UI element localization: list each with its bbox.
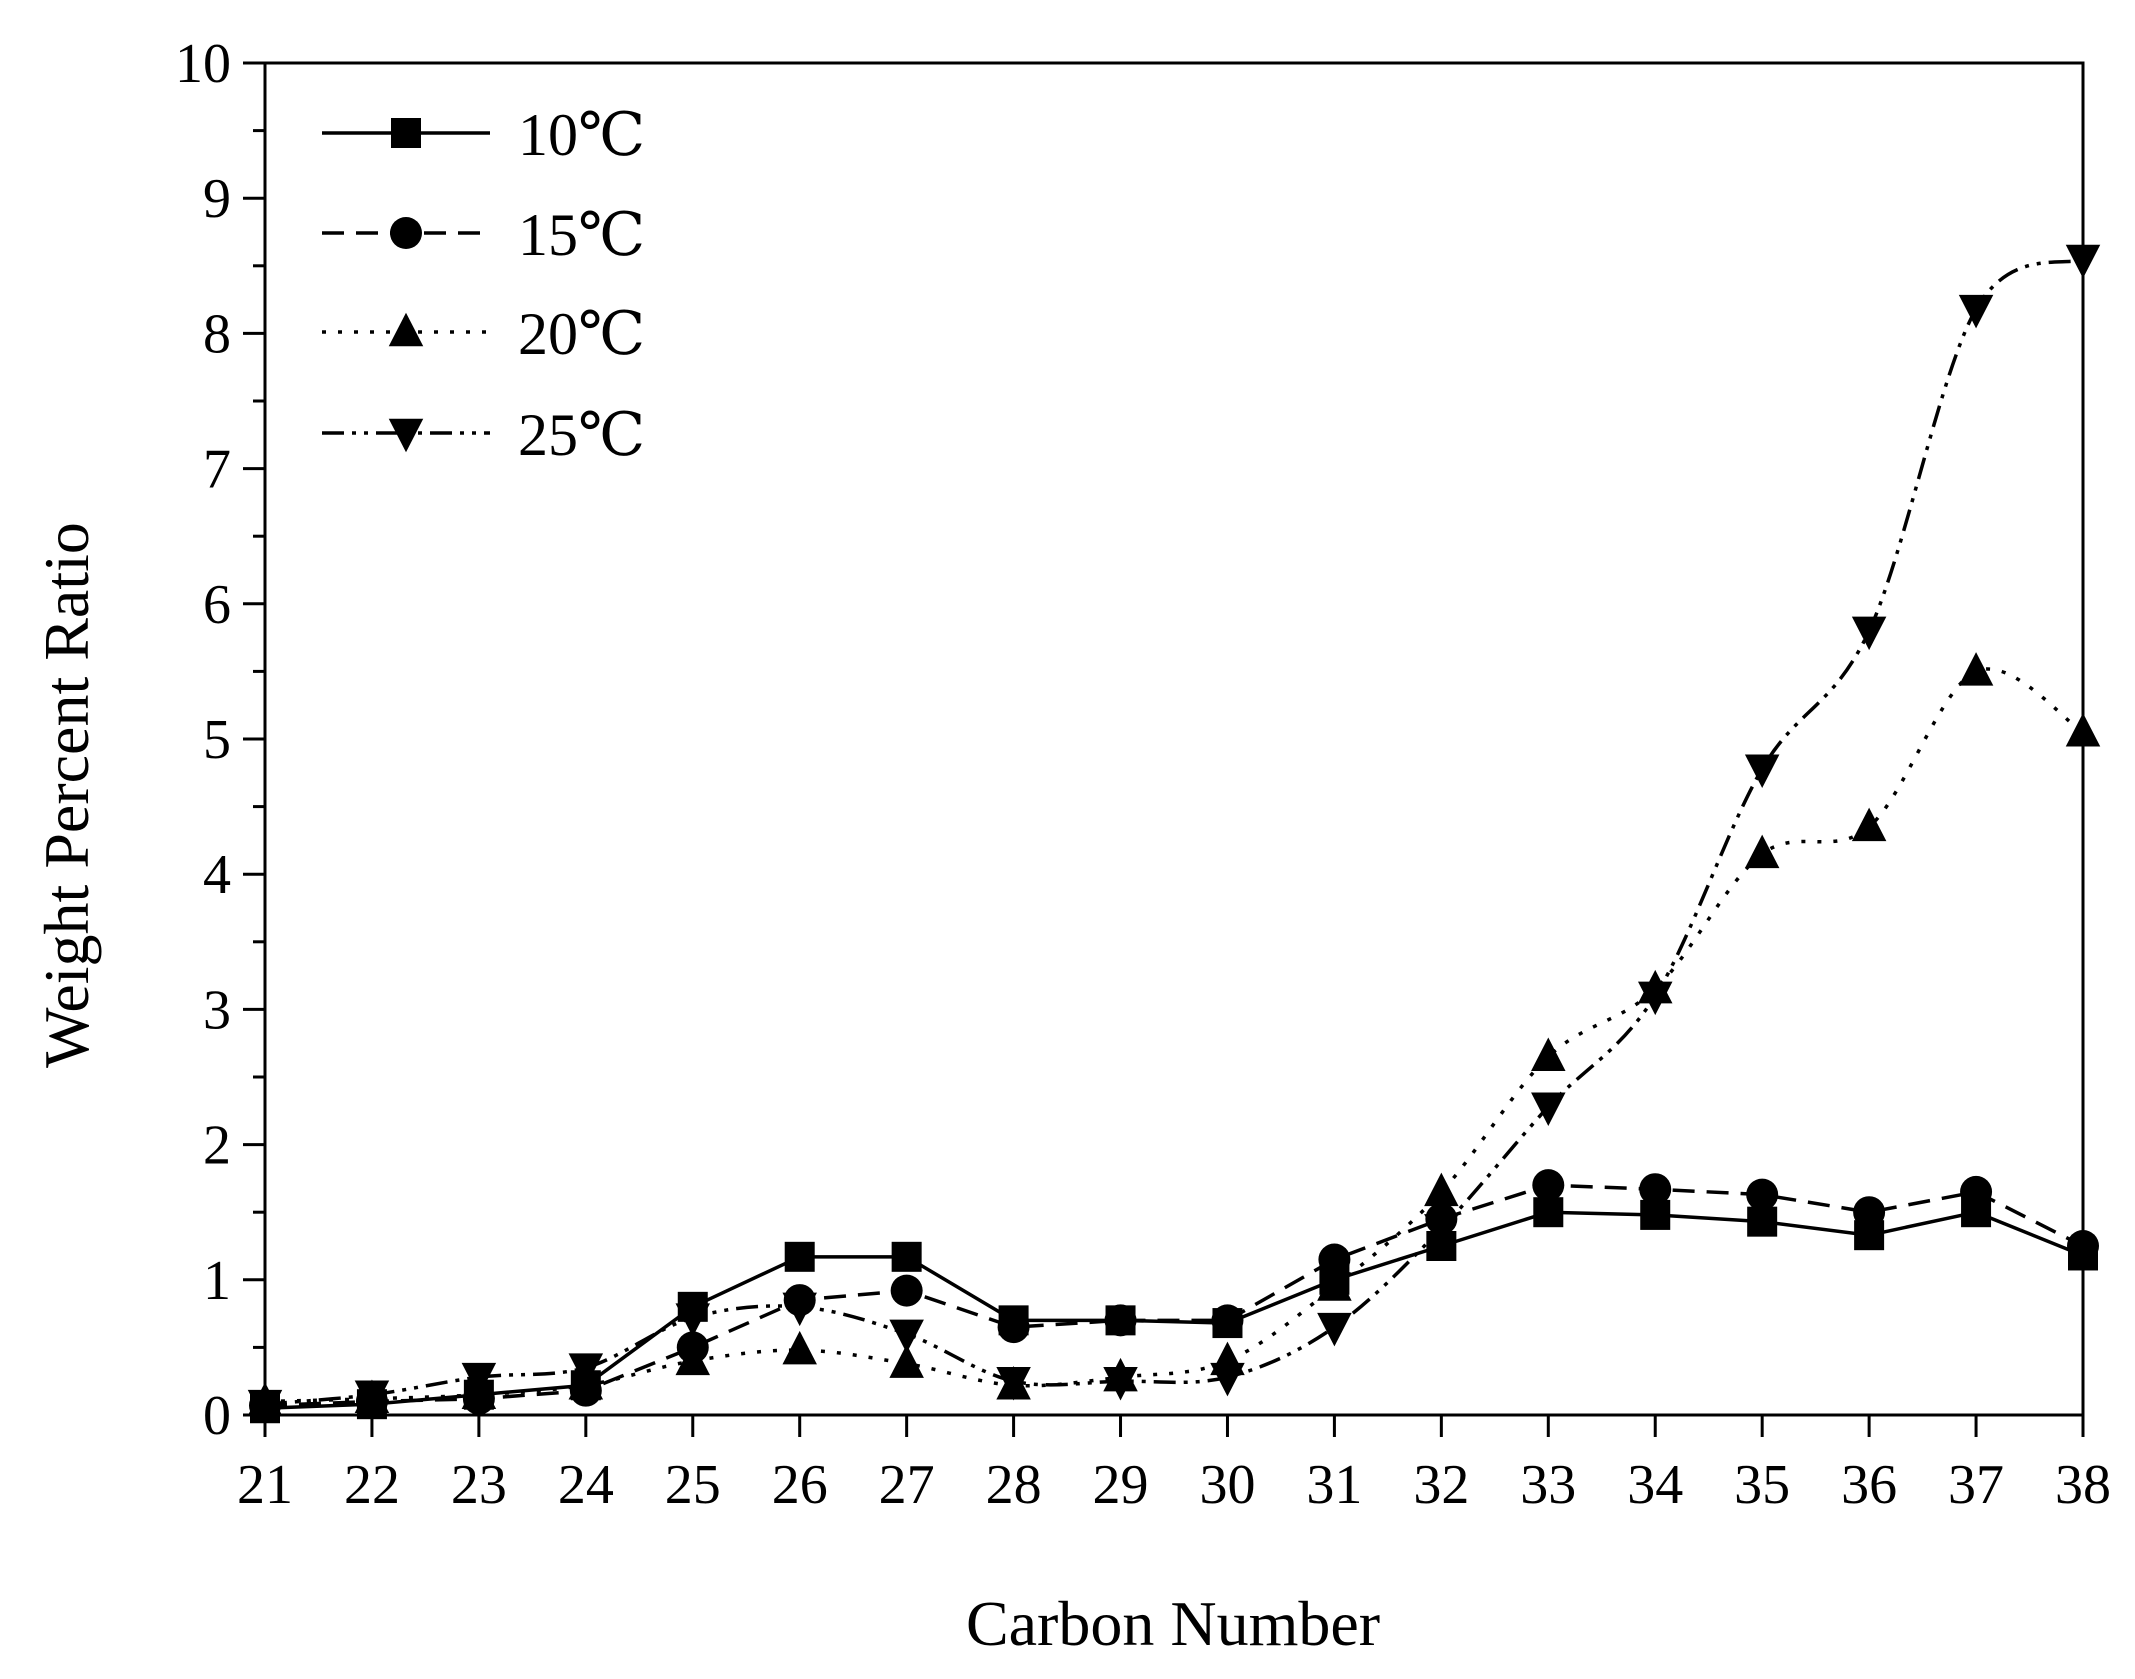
- x-tick-label: 36: [1841, 1454, 1897, 1516]
- x-tick-label: 34: [1627, 1454, 1683, 1516]
- legend-label: 15℃: [518, 202, 645, 268]
- data-point: [675, 1341, 711, 1376]
- legend-label: 25℃: [518, 402, 645, 468]
- data-point: [889, 1319, 924, 1354]
- data-point: [1958, 652, 1994, 686]
- x-tick-label: 32: [1413, 1454, 1469, 1516]
- data-point: [1637, 981, 1673, 1016]
- x-tick-label: 37: [1948, 1454, 2004, 1516]
- legend-marker: [388, 418, 424, 453]
- data-point: [1958, 294, 1994, 329]
- data-point: [996, 1366, 1031, 1401]
- x-tick-label: 26: [772, 1454, 828, 1516]
- legend-entry: 15℃: [322, 202, 645, 268]
- data-point: [891, 1241, 922, 1272]
- y-tick-label: 8: [203, 303, 231, 365]
- y-tick-label: 0: [203, 1385, 231, 1447]
- x-tick-label: 31: [1306, 1454, 1362, 1516]
- data-point: [1851, 807, 1887, 842]
- data-point: [461, 1362, 497, 1397]
- legend-entry: 20℃: [322, 301, 645, 367]
- legend: 10℃ 15℃ 20℃ 25℃: [322, 102, 645, 468]
- x-tick-label: 27: [879, 1454, 935, 1516]
- legend-marker: [388, 312, 424, 347]
- y-tick-label: 10: [175, 33, 231, 95]
- data-point: [782, 1292, 817, 1327]
- y-tick-label: 7: [203, 439, 231, 501]
- data-point: [1853, 1196, 1886, 1229]
- data-point: [1531, 1092, 1566, 1126]
- data-point: [1103, 1366, 1138, 1401]
- legend-entry: 25℃: [322, 402, 645, 468]
- legend-entry: 10℃: [322, 102, 645, 168]
- legend-label: 20℃: [518, 301, 645, 367]
- data-point: [1639, 1173, 1672, 1206]
- data-point: [1533, 1197, 1564, 1228]
- legend-label: 10℃: [518, 102, 645, 168]
- y-tick-label: 9: [203, 168, 231, 230]
- data-point: [782, 1330, 817, 1365]
- x-tick-label: 24: [558, 1454, 614, 1516]
- x-tick-label: 35: [1734, 1454, 1790, 1516]
- data-point: [1532, 1169, 1565, 1202]
- x-axis-title: Carbon Number: [966, 1588, 1380, 1659]
- plot-area: [247, 244, 2101, 1424]
- data-point: [784, 1241, 815, 1272]
- data-point: [1210, 1362, 1245, 1397]
- data-point: [997, 1311, 1030, 1344]
- data-point: [1317, 1267, 1352, 1301]
- y-axis-title: Weight Percent Ratio: [31, 522, 102, 1068]
- data-point: [889, 1344, 924, 1378]
- data-point: [1104, 1304, 1137, 1337]
- legend-marker: [390, 217, 422, 249]
- x-tick-label: 25: [665, 1454, 721, 1516]
- y-tick-label: 5: [203, 709, 231, 771]
- y-tick-label: 6: [203, 574, 231, 636]
- data-point: [1747, 1206, 1778, 1237]
- data-point: [1851, 616, 1887, 651]
- data-point: [568, 1353, 604, 1387]
- data-point: [1424, 1214, 1459, 1248]
- x-tick-label: 30: [1199, 1454, 1255, 1516]
- legend-marker: [391, 118, 421, 148]
- x-tick-label: 22: [344, 1454, 400, 1516]
- data-point: [354, 1380, 390, 1414]
- y-tick-label: 1: [203, 1250, 231, 1312]
- x-tick-label: 21: [237, 1454, 293, 1516]
- data-point: [1424, 1172, 1459, 1207]
- data-point: [1744, 834, 1780, 869]
- y-tick-label: 2: [203, 1115, 231, 1177]
- data-point: [1318, 1243, 1351, 1276]
- series-4: [247, 244, 2101, 1424]
- x-tick-label: 28: [986, 1454, 1042, 1516]
- x-tick-label: 33: [1520, 1454, 1576, 1516]
- data-point: [1211, 1304, 1244, 1337]
- x-tick-label: 29: [1093, 1454, 1149, 1516]
- data-point: [1531, 1037, 1566, 1071]
- y-tick-label: 4: [203, 844, 231, 906]
- data-point: [1317, 1312, 1352, 1347]
- data-point: [1960, 1175, 1993, 1208]
- data-point: [1746, 1178, 1779, 1211]
- x-tick-label: 38: [2055, 1454, 2111, 1516]
- data-point: [675, 1303, 711, 1337]
- x-tick-label: 23: [451, 1454, 507, 1516]
- data-point: [1744, 754, 1780, 788]
- series-line: [264, 1183, 2084, 1408]
- data-point: [890, 1274, 923, 1307]
- y-tick-label: 3: [203, 979, 231, 1041]
